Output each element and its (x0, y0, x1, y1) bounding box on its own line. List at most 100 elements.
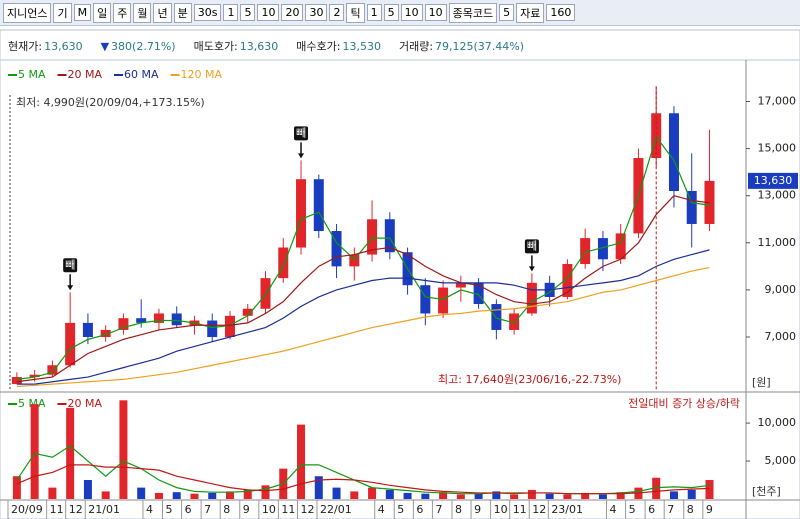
signal-box (63, 258, 78, 273)
current-price-box (748, 172, 798, 189)
signal-arrow-head (67, 285, 74, 291)
info-value: 13,630 (44, 40, 83, 53)
volume-bar (598, 494, 607, 499)
info-label: ▼ (101, 40, 110, 53)
chart-frame (0, 29, 800, 519)
price-unit: [원] (752, 376, 771, 389)
volume-bar (385, 489, 394, 499)
toolbar-button[interactable]: 10 (424, 4, 447, 21)
volume-bar (545, 493, 554, 499)
toolbar-button[interactable]: M (73, 4, 92, 21)
candle-body (47, 365, 58, 375)
volume-bar (243, 489, 252, 499)
toolbar-button[interactable]: 주 (113, 2, 132, 23)
info-label: 매수호가: (296, 40, 340, 53)
x-tick-label: 12 (300, 503, 314, 516)
signal-box (294, 126, 309, 141)
toolbar-button[interactable]: 자료 (516, 2, 545, 23)
toolbar-button[interactable]: 월 (133, 2, 152, 23)
toolbar-button[interactable]: 2 (329, 4, 345, 21)
toolbar-button[interactable]: 년 (153, 2, 172, 23)
legend-label: 20 MA (68, 68, 103, 81)
candle-body (331, 231, 342, 267)
candle-body (260, 278, 271, 309)
candle-body (313, 179, 324, 232)
candle-body (349, 254, 360, 267)
toolbar-button[interactable]: 20 (281, 4, 304, 21)
signal-label: 빼 (527, 239, 537, 252)
toolbar-button[interactable]: 10 (257, 4, 280, 21)
ma-line (16, 195, 710, 383)
toolbar-button[interactable]: 지니언스 (3, 2, 52, 23)
candle-body (438, 287, 449, 314)
volume-bar (190, 493, 199, 499)
x-tick-label: 4 (609, 503, 616, 516)
volume-bar (439, 492, 448, 499)
ma-line (16, 266, 710, 388)
ma-line (16, 464, 710, 495)
volume-bar (527, 489, 536, 499)
toolbar-button[interactable]: 일 (93, 2, 112, 23)
ma-line (16, 135, 710, 380)
x-tick-label: 6 (416, 503, 423, 516)
candle-body (686, 190, 697, 224)
info-label: 거래량: (399, 40, 433, 53)
toolbar-button[interactable]: 160 (546, 4, 576, 21)
volume-bar (261, 485, 270, 499)
volume-bar (652, 477, 661, 499)
candle-body (526, 282, 537, 314)
x-tick-label: 21/01 (88, 503, 120, 516)
volume-bar (474, 493, 483, 499)
x-tick-label: 11 (281, 503, 295, 516)
x-tick-label: 8 (223, 503, 230, 516)
legend-label: 60 MA (124, 68, 159, 81)
toolbar-button[interactable]: 1 (223, 4, 239, 21)
toolbar-button[interactable]: 30 (305, 4, 328, 21)
toolbar-button[interactable]: 1 (366, 4, 382, 21)
volume-bar (101, 491, 110, 499)
volume-bar (581, 492, 590, 499)
x-tick-label: 7 (204, 503, 211, 516)
candle-body (580, 238, 591, 265)
x-tick-label: 8 (687, 503, 694, 516)
volume-bar (66, 407, 75, 499)
candle-body (562, 264, 573, 297)
toolbar-button[interactable]: 5 (499, 4, 515, 21)
volume-bar (456, 494, 465, 499)
info-label: 매도호가: (194, 40, 238, 53)
toolbar-button[interactable]: 30s (193, 4, 222, 21)
toolbar-button[interactable]: 분 (173, 2, 192, 23)
volume-bar (616, 492, 625, 499)
info-value: 79,125(37.44%) (435, 40, 524, 53)
toolbar-button[interactable]: 10 (400, 4, 423, 21)
x-tick-label: 4 (378, 503, 385, 516)
info-value: 13,630 (240, 40, 279, 53)
toolbar-button[interactable]: 틱 (346, 2, 365, 23)
candle-body (153, 313, 164, 323)
x-tick-label: 12 (69, 503, 83, 516)
info-value: 380(2.71%) (111, 40, 176, 53)
signal-label: 빼 (65, 258, 75, 271)
toolbar-button[interactable]: 5 (240, 4, 256, 21)
volume-bar (119, 400, 128, 499)
x-tick-label: 9 (474, 503, 481, 516)
volume-bar (154, 492, 163, 499)
candle-body (100, 329, 111, 338)
toolbar-button[interactable]: 종목코드 (448, 2, 498, 23)
toolbar-button[interactable]: 5 (383, 4, 399, 21)
candle-body (420, 285, 431, 314)
candle-body (65, 322, 76, 366)
candle-body (509, 313, 520, 330)
legend-label: 20 MA (68, 397, 103, 410)
volume-bar (172, 492, 181, 499)
volume-bar (368, 487, 377, 499)
volume-bar (225, 491, 234, 499)
volume-bar (687, 489, 696, 499)
volume-bar (208, 492, 217, 499)
y-tick-label: 5,000 (765, 454, 797, 467)
volume-bar (350, 491, 359, 499)
candle-body (171, 313, 182, 326)
volume-bar (30, 404, 39, 499)
y-tick-label: 11,000 (758, 236, 797, 249)
toolbar-button[interactable]: 기 (53, 2, 72, 23)
